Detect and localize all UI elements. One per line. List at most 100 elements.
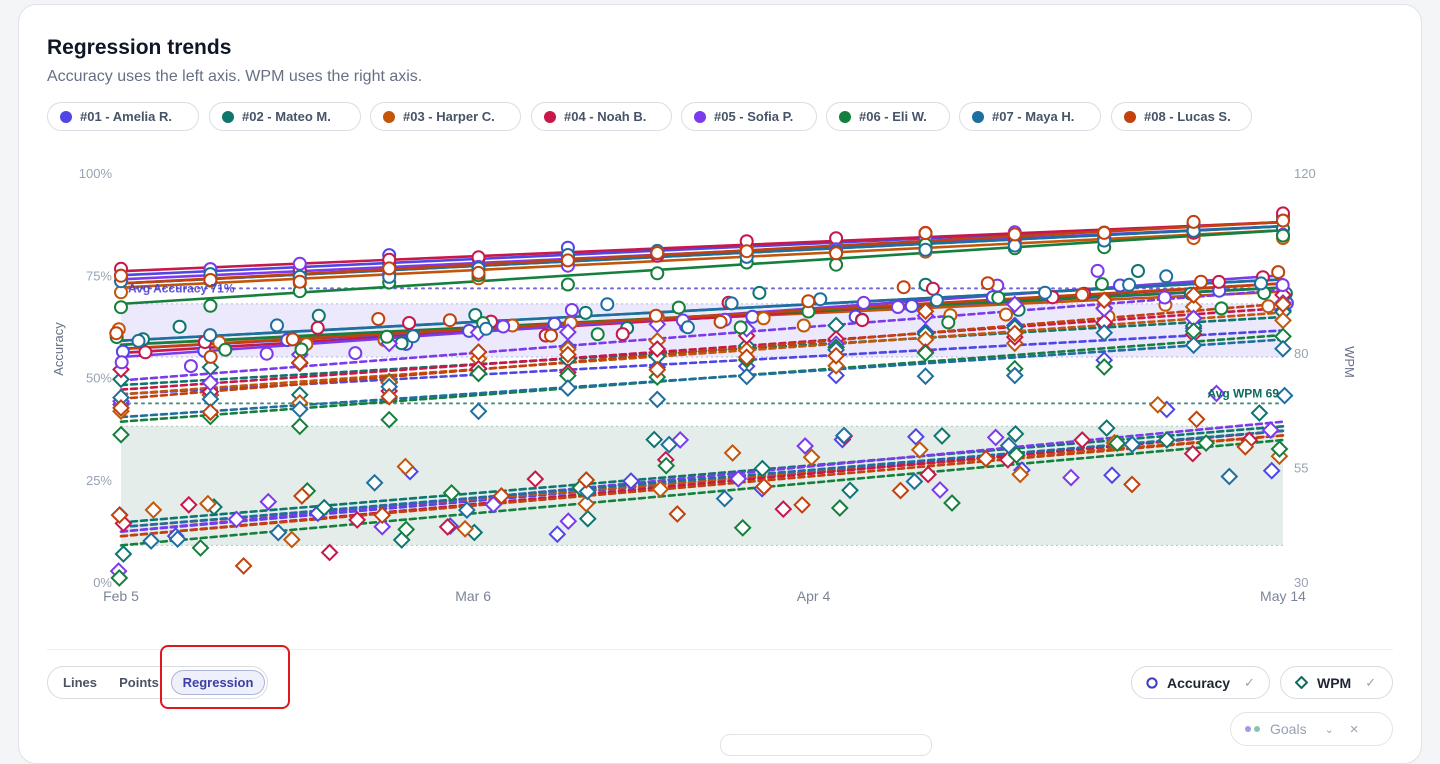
accuracy-point[interactable] <box>649 308 663 323</box>
wpm-point[interactable] <box>558 379 577 398</box>
legend-chip-harper[interactable]: #03 - Harper C. <box>370 102 521 131</box>
wpm-point[interactable] <box>1183 444 1202 463</box>
accuracy-point[interactable] <box>713 314 728 329</box>
wpm-point[interactable] <box>827 346 846 365</box>
accuracy-point[interactable] <box>131 333 146 348</box>
wpm-point[interactable] <box>1275 386 1294 405</box>
wpm-point[interactable] <box>290 353 309 372</box>
wpm-point[interactable] <box>179 495 198 514</box>
accuracy-point[interactable] <box>109 326 124 341</box>
accuracy-point[interactable] <box>270 318 284 333</box>
accuracy-point[interactable] <box>650 266 665 281</box>
tab-lines[interactable]: Lines <box>63 675 97 690</box>
goals-dropdown[interactable]: Goals ⌄ × <box>1230 712 1393 746</box>
legend-chip-noah[interactable]: #04 - Noah B. <box>531 102 672 131</box>
wpm-point[interactable] <box>830 499 849 517</box>
legend-chip-eli[interactable]: #06 - Eli W. <box>826 102 950 131</box>
accuracy-point[interactable] <box>1097 225 1112 240</box>
wpm-point[interactable] <box>142 532 161 550</box>
accuracy-point[interactable] <box>941 315 956 330</box>
accuracy-point[interactable] <box>218 342 233 357</box>
accuracy-point[interactable] <box>496 319 511 334</box>
accuracy-point[interactable] <box>292 274 307 289</box>
wpm-point[interactable] <box>1262 461 1281 480</box>
accuracy-point[interactable] <box>855 313 870 328</box>
accuracy-point[interactable] <box>813 292 828 307</box>
accuracy-point[interactable] <box>114 300 128 315</box>
wpm-point[interactable] <box>1006 424 1025 443</box>
accuracy-point[interactable] <box>918 226 933 241</box>
accuracy-point[interactable] <box>292 256 307 271</box>
wpm-point[interactable] <box>1274 339 1292 358</box>
wpm-point[interactable] <box>796 437 815 455</box>
wpm-point[interactable] <box>733 518 752 537</box>
accuracy-point[interactable] <box>382 261 397 276</box>
accuracy-point[interactable] <box>680 320 695 335</box>
accuracy-point[interactable] <box>406 329 421 344</box>
tab-points[interactable]: Points <box>119 675 159 690</box>
accuracy-point[interactable] <box>829 246 844 261</box>
wpm-point[interactable] <box>1236 437 1255 456</box>
wpm-point[interactable] <box>916 367 935 386</box>
wpm-point[interactable] <box>234 556 253 575</box>
wpm-point[interactable] <box>1011 465 1030 484</box>
accuracy-point[interactable] <box>294 342 309 357</box>
wpm-point[interactable] <box>910 440 929 459</box>
accuracy-point[interactable] <box>671 300 686 315</box>
wpm-point[interactable] <box>648 340 667 358</box>
wpm-point[interactable] <box>269 523 288 542</box>
tab-regression[interactable]: Regression <box>171 670 265 695</box>
wpm-point[interactable] <box>1103 466 1121 485</box>
wpm-point[interactable] <box>802 448 821 467</box>
accuracy-point[interactable] <box>547 316 562 331</box>
wpm-point[interactable] <box>891 481 910 500</box>
wpm-point[interactable] <box>577 471 596 489</box>
accuracy-point[interactable] <box>479 321 494 336</box>
wpm-point[interactable] <box>396 457 415 476</box>
accuracy-point[interactable] <box>114 355 129 370</box>
accuracy-point[interactable] <box>1094 277 1109 292</box>
wpm-point[interactable] <box>793 495 812 514</box>
legend-chip-sofia[interactable]: #05 - Sofia P. <box>681 102 817 131</box>
wpm-point[interactable] <box>110 506 129 525</box>
accuracy-point[interactable] <box>1271 265 1286 280</box>
accuracy-point[interactable] <box>752 285 767 300</box>
wpm-point[interactable] <box>578 482 597 501</box>
accuracy-point[interactable] <box>1122 277 1137 292</box>
accuracy-point[interactable] <box>560 277 575 292</box>
data-points[interactable] <box>109 206 1294 587</box>
accuracy-point[interactable] <box>1211 274 1226 289</box>
wpm-point[interactable] <box>112 370 130 389</box>
accuracy-point[interactable] <box>739 244 754 259</box>
wpm-point[interactable] <box>668 505 687 523</box>
legend-chip-mateo[interactable]: #02 - Mateo M. <box>209 102 361 131</box>
wpm-point[interactable] <box>373 517 392 536</box>
wpm-point[interactable] <box>438 517 457 536</box>
wpm-point[interactable] <box>774 500 793 519</box>
wpm-point[interactable] <box>645 430 664 449</box>
accuracy-point[interactable] <box>203 349 218 364</box>
wpm-point[interactable] <box>943 494 961 512</box>
wpm-point[interactable] <box>201 403 220 422</box>
accuracy-point[interactable] <box>371 312 386 326</box>
wpm-point[interactable] <box>827 356 846 375</box>
wpm-point[interactable] <box>827 366 846 385</box>
wpm-point[interactable] <box>290 400 309 419</box>
wpm-point[interactable] <box>737 367 756 386</box>
wpm-point[interactable] <box>906 427 925 446</box>
wpm-point[interactable] <box>282 530 301 549</box>
accuracy-point[interactable] <box>471 265 486 280</box>
wpm-point[interactable] <box>916 344 935 362</box>
wpm-point[interactable] <box>380 387 399 406</box>
wpm-point[interactable] <box>1220 467 1239 486</box>
wpm-point[interactable] <box>753 459 772 478</box>
accuracy-point[interactable] <box>896 280 911 295</box>
accuracy-point[interactable] <box>203 298 218 313</box>
wpm-point[interactable] <box>191 538 210 557</box>
wpm-point[interactable] <box>558 323 577 342</box>
legend-chip-maya[interactable]: #07 - Maya H. <box>959 102 1101 131</box>
accuracy-point[interactable] <box>1038 285 1052 300</box>
accuracy-point[interactable] <box>348 346 363 361</box>
accuracy-point[interactable] <box>890 300 905 314</box>
accuracy-point[interactable] <box>379 329 394 344</box>
